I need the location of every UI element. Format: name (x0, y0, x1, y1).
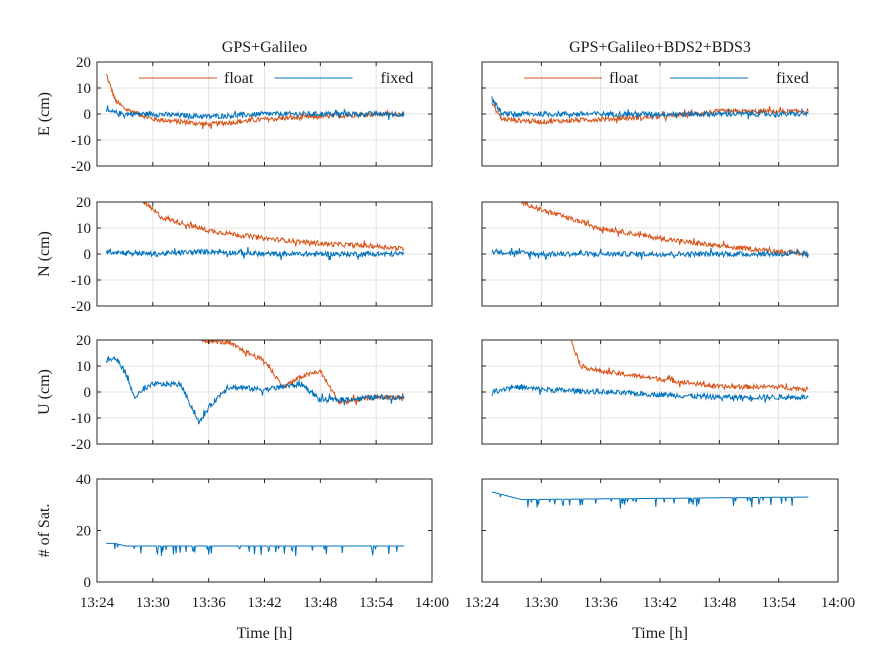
series-float-line (201, 340, 405, 406)
x-tick-label: 13:36 (584, 595, 619, 611)
y-tick-label: -20 (71, 299, 91, 315)
x-tick-label: 13:24 (465, 595, 500, 611)
panel-8: 13:24 13:30 13:36 13:42 13:48 13:54 14:00 Time … (465, 478, 855, 642)
series-fixed-line (105, 247, 405, 261)
series-float-line (105, 74, 405, 130)
x-tick-label: 13:30 (524, 595, 558, 611)
y-tick-label: 20 (76, 333, 91, 349)
panel-3: -20 -10 0 10 20 N (cm) (36, 195, 433, 315)
panel-title: GPS+Galileo+BDS2+BDS3 (569, 39, 751, 56)
y-tick-label: 10 (76, 81, 91, 97)
x-tick-label: 13:42 (643, 595, 677, 611)
y-tick-label: 20 (76, 195, 91, 211)
series-float-line (521, 202, 809, 258)
panel-4 (481, 201, 839, 307)
y-axis-label: # of Sat. (36, 504, 53, 558)
series-float-line (570, 340, 809, 393)
y-tick-label: -10 (71, 411, 91, 427)
x-tick-label: 13:30 (136, 595, 170, 611)
series-float-line (143, 202, 405, 253)
y-tick-label: 40 (76, 472, 91, 488)
x-tick-label: 14:00 (415, 595, 449, 611)
legend-float-label: float (609, 70, 639, 87)
panel-2: GPS+Galileo+BDS2+BDS3 float fixed (481, 39, 839, 167)
y-tick-label: 10 (76, 221, 91, 237)
panel-1: -20 -10 0 10 20 E (cm) GPS+Galileo float fixed (36, 39, 433, 175)
y-axis-label: U (cm) (36, 369, 53, 415)
series-fixed-line (491, 383, 809, 403)
series-fixed-line (491, 491, 809, 509)
legend-fixed-label: fixed (776, 70, 809, 87)
y-axis-label: E (cm) (36, 92, 53, 136)
x-tick-label: 13:54 (762, 595, 797, 611)
y-tick-label: 20 (76, 524, 91, 540)
series-fixed-line (491, 247, 809, 260)
series-float-line (491, 102, 809, 125)
y-tick-label: 10 (76, 359, 91, 375)
y-tick-label: 0 (84, 575, 92, 591)
x-tick-label: 13:48 (702, 595, 736, 611)
panel-7: 0 20 40 13:24 13:30 13:36 13:42 13:48 13:54 14:00… (36, 472, 449, 642)
x-tick-label: 13:36 (192, 595, 227, 611)
x-tick-label: 13:48 (303, 595, 337, 611)
series-fixed-line (106, 542, 405, 557)
legend-float-label: float (224, 70, 254, 87)
series-fixed-line (105, 355, 405, 425)
legend-fixed-label: fixed (381, 70, 414, 87)
y-tick-label: 20 (76, 55, 91, 71)
x-tick-label: 13:24 (80, 595, 115, 611)
x-axis-label: Time [h] (237, 625, 293, 642)
y-tick-label: 0 (84, 107, 92, 123)
y-axis-label: N (cm) (36, 231, 53, 277)
panel-title: GPS+Galileo (222, 39, 307, 56)
y-tick-label: -20 (71, 437, 91, 453)
axes-box (96, 478, 433, 583)
y-tick-label: -20 (71, 159, 91, 175)
series-fixed-line (105, 105, 405, 121)
x-axis-label: Time [h] (632, 625, 688, 642)
x-tick-label: 13:42 (247, 595, 281, 611)
x-tick-label: 13:54 (359, 595, 394, 611)
panel-5: -20 -10 0 10 20 U (cm) (36, 333, 433, 453)
y-tick-label: -10 (71, 133, 91, 149)
y-tick-label: 0 (84, 247, 92, 263)
axes-box (481, 478, 839, 583)
y-tick-label: -10 (71, 273, 91, 289)
y-tick-label: 0 (84, 385, 92, 401)
panel-6 (481, 339, 839, 445)
x-tick-label: 14:00 (821, 595, 855, 611)
series-fixed-line (491, 96, 809, 120)
